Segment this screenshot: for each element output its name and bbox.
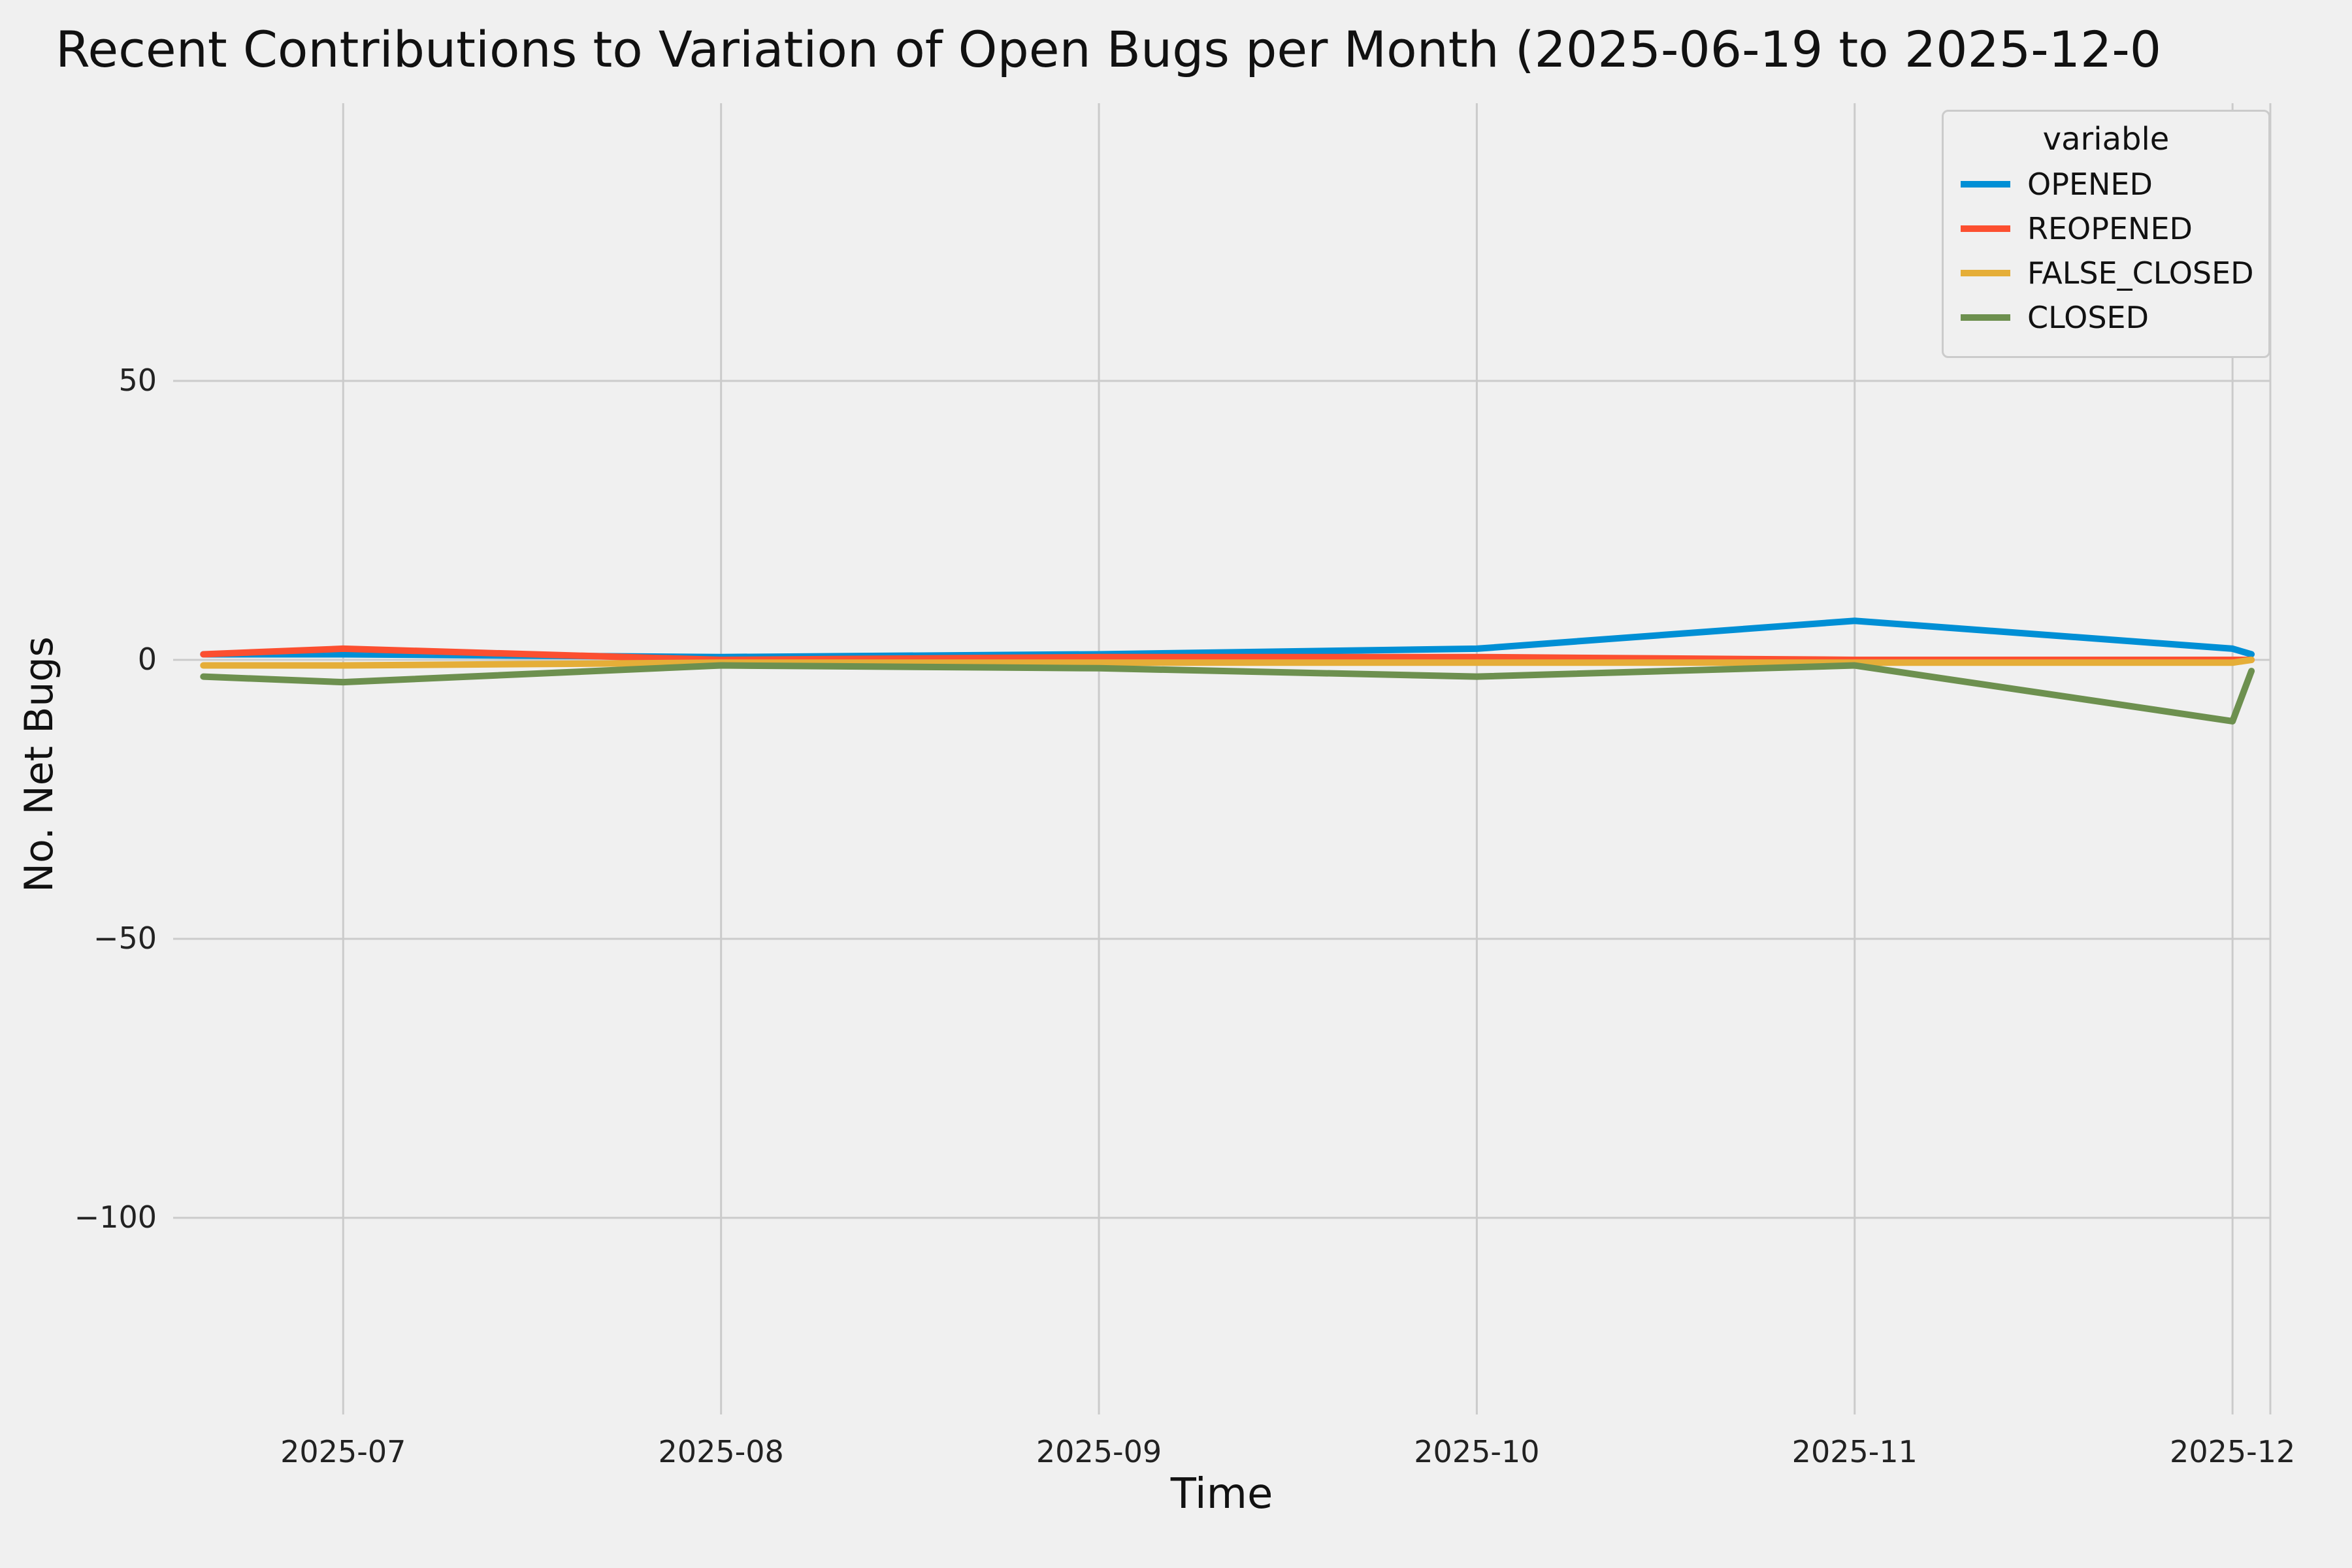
closed-line-swatch-icon	[1961, 314, 2010, 321]
legend-item-opened: OPENED	[1961, 167, 2251, 202]
y-tick-label: −100	[74, 1200, 157, 1235]
legend-title: variable	[2042, 121, 2170, 157]
x-tick-label: 2025-08	[658, 1434, 784, 1469]
reopened-line-swatch-icon	[1961, 225, 2010, 232]
x-axis-label: Time	[1170, 1470, 1273, 1518]
legend-item-closed: CLOSED	[1961, 300, 2251, 335]
legend-label: REOPENED	[2027, 211, 2193, 246]
x-tick-label: 2025-12	[2170, 1434, 2296, 1469]
chart-title: Recent Contributions to Variation of Ope…	[56, 20, 2162, 78]
legend: variable OPENED REOPENED FALSE_CLOSED CL…	[1942, 110, 2270, 358]
false-closed-line-swatch-icon	[1961, 270, 2010, 276]
x-tick-label: 2025-07	[280, 1434, 406, 1469]
y-tick-label: 0	[137, 642, 157, 677]
legend-item-false-closed: FALSE_CLOSED	[1961, 255, 2254, 291]
x-tick-label: 2025-09	[1036, 1434, 1162, 1469]
legend-label: CLOSED	[2027, 300, 2149, 335]
x-tick-label: 2025-11	[1791, 1434, 1918, 1469]
opened-line-swatch-icon	[1961, 181, 2010, 188]
legend-label: FALSE_CLOSED	[2027, 255, 2254, 291]
y-tick-label: −50	[93, 921, 157, 956]
legend-label: OPENED	[2027, 167, 2153, 202]
x-tick-label: 2025-10	[1414, 1434, 1540, 1469]
legend-item-reopened: REOPENED	[1961, 211, 2251, 246]
y-tick-label: 50	[118, 363, 157, 398]
